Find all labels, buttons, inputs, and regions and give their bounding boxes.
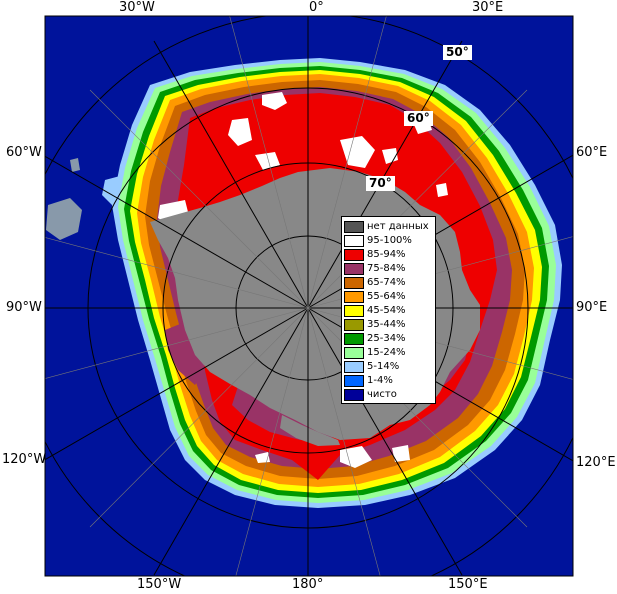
lat-label-50: 50° [443,45,472,60]
lon-label-150e: 150°E [448,577,488,592]
legend-item: 95-100% [344,234,412,247]
legend-swatch [344,374,364,387]
lon-label-30w: 30°W [119,0,155,15]
legend-item: 25-34% [344,332,406,345]
lon-label-60e: 60°E [576,145,608,160]
legend-label: 95-100% [367,234,412,246]
lon-label-120e: 120°E [576,455,616,470]
legend-swatch [344,360,364,373]
lon-label-0: 0° [309,0,324,15]
legend-swatch [344,234,364,247]
legend-label: 1-4% [367,374,393,386]
legend-swatch [344,248,364,261]
legend-item: 1-4% [344,374,393,387]
legend-label: 25-34% [367,332,406,344]
ross-ice-shelf [280,415,340,446]
lat-label-70: 70° [366,176,395,191]
legend-item: 45-54% [344,304,406,317]
map-frame [44,15,574,577]
legend-swatch [344,290,364,303]
legend-item: 15-24% [344,346,406,359]
legend-swatch [344,220,364,233]
legend-item: 35-44% [344,318,406,331]
lon-label-60w: 60°W [6,145,42,160]
lat-label-60: 60° [404,111,433,126]
legend-label: 15-24% [367,346,406,358]
legend-label: 5-14% [367,360,400,372]
legend-swatch [344,346,364,359]
legend-label: 45-54% [367,304,406,316]
lon-label-120w: 120°W [2,452,47,467]
legend-label: 75-84% [367,262,406,274]
legend-swatch [344,262,364,275]
lon-label-150w: 150°W [137,577,182,592]
legend-item: 85-94% [344,248,406,261]
legend-swatch [344,276,364,289]
legend-swatch [344,388,364,401]
lon-label-30e: 30°E [472,0,504,15]
legend-item: 75-84% [344,262,406,275]
legend-swatch [344,332,364,345]
legend-label: 55-64% [367,290,406,302]
legend-item: чисто [344,388,397,401]
legend-swatch [344,318,364,331]
lon-label-180: 180° [292,577,324,592]
legend-label: нет данных [367,220,429,232]
legend-item: 5-14% [344,360,399,373]
legend-label: чисто [367,388,397,400]
lon-label-90w: 90°W [6,300,42,315]
legend-label: 85-94% [367,248,406,260]
legend-item: 55-64% [344,290,406,303]
legend-item: 65-74% [344,276,406,289]
legend-label: 65-74% [367,276,406,288]
legend-label: 35-44% [367,318,406,330]
lon-label-90e: 90°E [576,300,608,315]
legend: нет данных 95-100% 85-94% 75-84% 65-74% 55-64… [341,216,436,404]
legend-swatch [344,304,364,317]
legend-item: нет данных [344,220,429,233]
